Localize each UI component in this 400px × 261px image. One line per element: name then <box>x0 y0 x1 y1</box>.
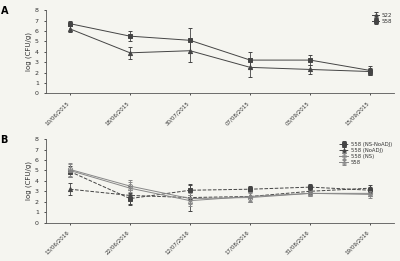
Text: A: A <box>0 6 8 16</box>
Legend: 558 (NS-NoADJ), 558 (NoADJ), 558 (NS), 558: 558 (NS-NoADJ), 558 (NoADJ), 558 (NS), 5… <box>339 142 392 165</box>
Y-axis label: log (CFU/g): log (CFU/g) <box>26 161 32 200</box>
Text: B: B <box>0 135 8 145</box>
Legend: 522, 558: 522, 558 <box>372 13 392 24</box>
Y-axis label: log (CFU/g): log (CFU/g) <box>26 32 32 71</box>
